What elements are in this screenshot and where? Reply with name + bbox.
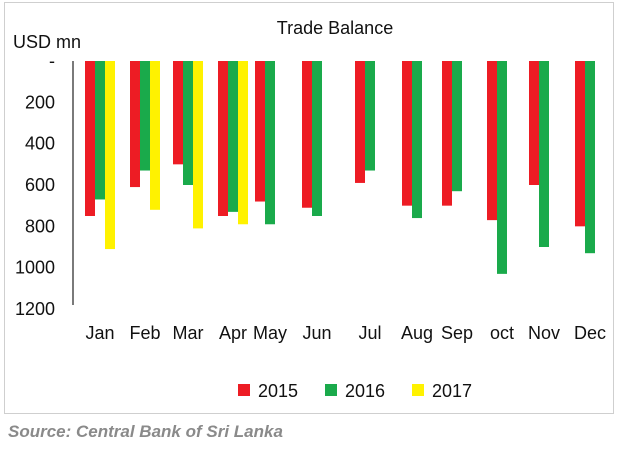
legend-swatch-2015 [238, 384, 250, 396]
bar-2016-oct [497, 61, 507, 274]
y-tick-label: 400 [25, 134, 55, 154]
legend: 2015 2016 2017 [238, 381, 472, 401]
bar-2015-apr [218, 61, 228, 216]
bar-2015-jul [355, 61, 365, 183]
bar-2015-dec [575, 61, 585, 227]
x-tick-label: Feb [129, 323, 160, 343]
y-tick-label: 200 [25, 92, 55, 112]
bar-2016-jun [312, 61, 322, 216]
bar-2016-aug [412, 61, 422, 219]
x-tick-label: Aug [401, 323, 433, 343]
x-tick-label: oct [490, 323, 514, 343]
chart-title: Trade Balance [277, 18, 393, 38]
bar-2015-sep [442, 61, 452, 206]
bar-2016-dec [585, 61, 595, 254]
x-tick-label: Mar [173, 323, 204, 343]
x-tick-label: Sep [441, 323, 473, 343]
y-tick-label: 1000 [15, 258, 55, 278]
bar-2016-jul [365, 61, 375, 171]
legend-label-2017: 2017 [432, 381, 472, 401]
bar-2017-apr [238, 61, 248, 225]
legend-label-2016: 2016 [345, 381, 385, 401]
bar-2016-feb [140, 61, 150, 171]
x-tick-label: Nov [528, 323, 560, 343]
chart-frame: Trade Balance USD mn - 200 400 600 800 1000 12… [4, 2, 614, 414]
bar-2015-aug [402, 61, 412, 206]
bar-2016-jan [95, 61, 105, 200]
bar-2015-jan [85, 61, 95, 216]
legend-label-2015: 2015 [258, 381, 298, 401]
x-tick-label: Jun [302, 323, 331, 343]
x-tick-label: Jul [358, 323, 381, 343]
bar-2016-sep [452, 61, 462, 192]
bar-2015-mar [173, 61, 183, 165]
source-note: Source: Central Bank of Sri Lanka [8, 422, 283, 441]
bar-2017-mar [193, 61, 203, 229]
bar-2016-may [265, 61, 275, 225]
y-tick-labels: - 200 400 600 800 1000 1200 [15, 51, 55, 319]
bar-2015-may [255, 61, 265, 202]
bar-2015-jun [302, 61, 312, 208]
bar-2017-feb [150, 61, 160, 210]
x-tick-label: Dec [574, 323, 606, 343]
bar-2016-apr [228, 61, 238, 212]
x-tick-label: Jan [85, 323, 114, 343]
bar-2016-nov [539, 61, 549, 247]
x-tick-labels: Jan Feb Mar Apr May Jun Jul Aug Sep oct Nov Dec [85, 323, 606, 343]
y-tick-label: 1200 [15, 299, 55, 319]
bars [85, 61, 595, 274]
bar-2015-nov [529, 61, 539, 185]
legend-swatch-2017 [412, 384, 424, 396]
y-tick-label: 800 [25, 216, 55, 236]
y-axis-label: USD mn [13, 32, 81, 52]
x-tick-label: May [253, 323, 287, 343]
legend-swatch-2016 [325, 384, 337, 396]
trade-balance-chart: Trade Balance USD mn - 200 400 600 800 1000 12… [13, 18, 606, 401]
x-tick-label: Apr [219, 323, 247, 343]
bar-2015-feb [130, 61, 140, 188]
bar-2015-oct [487, 61, 497, 221]
bar-2016-mar [183, 61, 193, 185]
y-tick-label: - [49, 51, 55, 71]
bar-2017-jan [105, 61, 115, 250]
y-tick-label: 600 [25, 175, 55, 195]
